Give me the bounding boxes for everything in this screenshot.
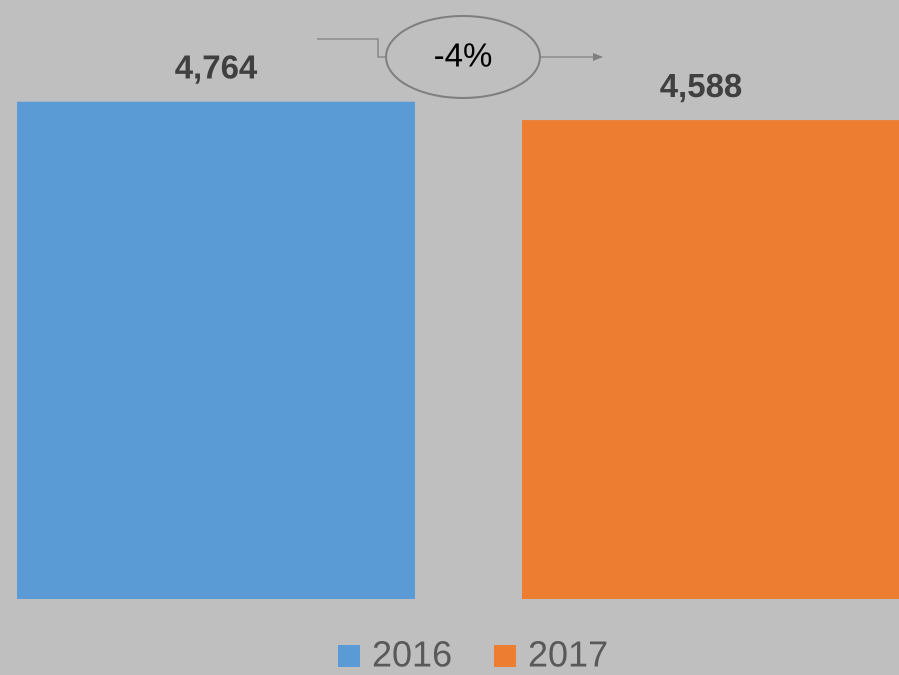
legend-swatch bbox=[338, 645, 360, 667]
value-label: 4,764 bbox=[175, 48, 258, 85]
annotation-ellipse bbox=[385, 15, 541, 99]
bar bbox=[17, 101, 415, 599]
legend-swatch bbox=[494, 645, 516, 667]
annotation: -4% bbox=[434, 37, 493, 74]
value-label: 4,588 bbox=[660, 67, 743, 104]
legend-label: 2016 bbox=[372, 634, 452, 675]
connector bbox=[317, 38, 386, 58]
legend-label: 2017 bbox=[528, 634, 608, 675]
bar bbox=[522, 120, 899, 599]
